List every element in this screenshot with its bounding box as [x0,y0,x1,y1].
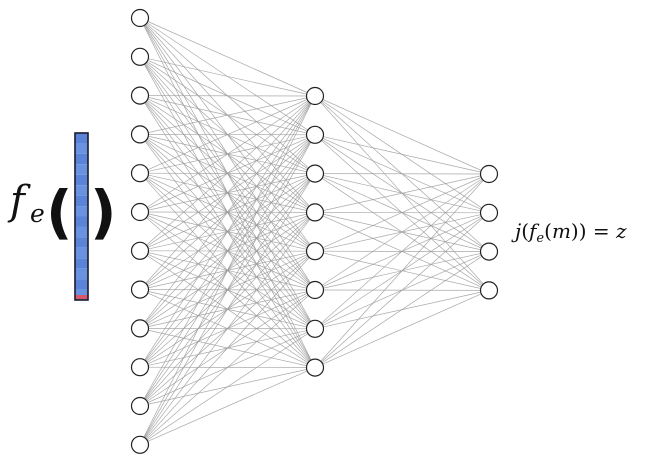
input-node-12 [130,435,150,454]
vector-segment-8 [75,206,88,217]
vector-segment-6 [75,185,88,196]
edge-input-6-to-hidden-1 [139,95,316,213]
hidden-node-8 [305,358,325,377]
output-equals: = [587,219,616,243]
output-m: m [552,219,571,243]
hidden-node-4 [305,203,325,222]
input-node-4 [130,125,150,144]
output-close: )) [571,219,587,243]
input-function-label: f e ( ) [7,178,117,246]
vector-segment-12 [75,247,88,259]
input-node-7 [130,241,150,260]
vector-segment-7 [75,195,88,207]
edge-input-12-to-hidden-2 [139,134,316,445]
output-node-3 [479,242,499,261]
vector-segment-11 [75,237,88,248]
edge-input-12-to-hidden-4 [139,212,316,446]
edge-input-2-to-hidden-1 [139,56,316,97]
edge-input-9-to-hidden-1 [139,95,316,329]
output-node-4 [479,281,499,300]
output-subscript: e [536,231,544,246]
output-j: j [511,219,521,243]
vector-segment-2 [75,143,88,154]
hidden-node-2 [305,125,325,144]
hidden-node-6 [305,280,325,300]
input-node-6 [130,202,150,222]
vector-bottom-accent [75,295,88,299]
output-node-2 [479,203,499,222]
vector-segment-16 [75,289,88,300]
edge-input-12-to-hidden-3 [139,173,316,445]
vector-segment-14 [75,268,88,280]
input-node-9 [130,319,150,338]
edge-input-1-to-hidden-1 [139,17,316,97]
input-func-subscript: e [30,199,45,228]
edge-input-7-to-hidden-1 [139,95,316,252]
edge-hidden-1-to-output-1 [314,95,490,175]
edge-input-11-to-hidden-1 [139,95,316,407]
input-node-8 [130,280,150,299]
vector-border [74,132,89,301]
hidden-node-5 [305,242,325,261]
edge-input-5-to-hidden-1 [139,95,316,174]
vector-segment-9 [75,216,88,227]
edge-input-12-to-hidden-8 [139,367,316,446]
edge-hidden-5-to-output-1 [314,173,490,252]
input-node-10 [130,358,150,377]
input-open-paren: ( [46,178,73,246]
connection-edges [139,17,490,446]
edge-hidden-8-to-output-1 [314,173,490,368]
vector-segment-10 [75,226,88,238]
output-open2: ( [544,219,552,243]
edge-input-12-to-hidden-7 [139,328,316,446]
vector-segment-4 [75,164,88,175]
edge-input-12-to-hidden-1 [139,95,316,445]
output-open1: ( [521,219,529,243]
edge-hidden-8-to-output-3 [314,251,490,368]
input-node-11 [130,396,150,416]
vector-segment-15 [75,279,88,290]
edge-hidden-6-to-output-1 [314,173,490,291]
output-node-1 [479,164,499,184]
edge-input-10-to-hidden-1 [139,95,316,368]
hidden-node-3 [305,164,325,183]
network-nodes [130,8,499,454]
edge-input-12-to-hidden-5 [139,250,316,446]
input-node-1 [130,8,150,28]
output-z: z [615,219,627,243]
feature-vector-bar [74,132,89,301]
edge-hidden-4-to-output-1 [314,173,490,213]
hidden-node-7 [305,319,325,338]
input-node-5 [130,164,150,183]
edge-input-8-to-hidden-1 [139,95,316,290]
input-close-paren: ) [90,178,117,246]
vector-segment-13 [75,258,88,269]
edge-hidden-2-to-output-1 [314,134,490,175]
vector-segment-3 [75,153,88,165]
input-func-name: f [7,178,31,224]
input-node-3 [130,86,150,105]
edge-input-4-to-hidden-1 [139,95,316,135]
edge-hidden-7-to-output-1 [314,173,490,330]
hidden-node-1 [305,86,325,106]
vector-segment-5 [75,174,88,186]
edge-hidden-8-to-output-4 [314,290,490,368]
vector-segment-1 [75,133,88,144]
input-node-2 [130,47,150,66]
edge-hidden-8-to-output-2 [314,212,490,368]
edge-input-12-to-hidden-6 [139,289,316,446]
output-equation: j(fe(m)) = z [511,219,627,246]
